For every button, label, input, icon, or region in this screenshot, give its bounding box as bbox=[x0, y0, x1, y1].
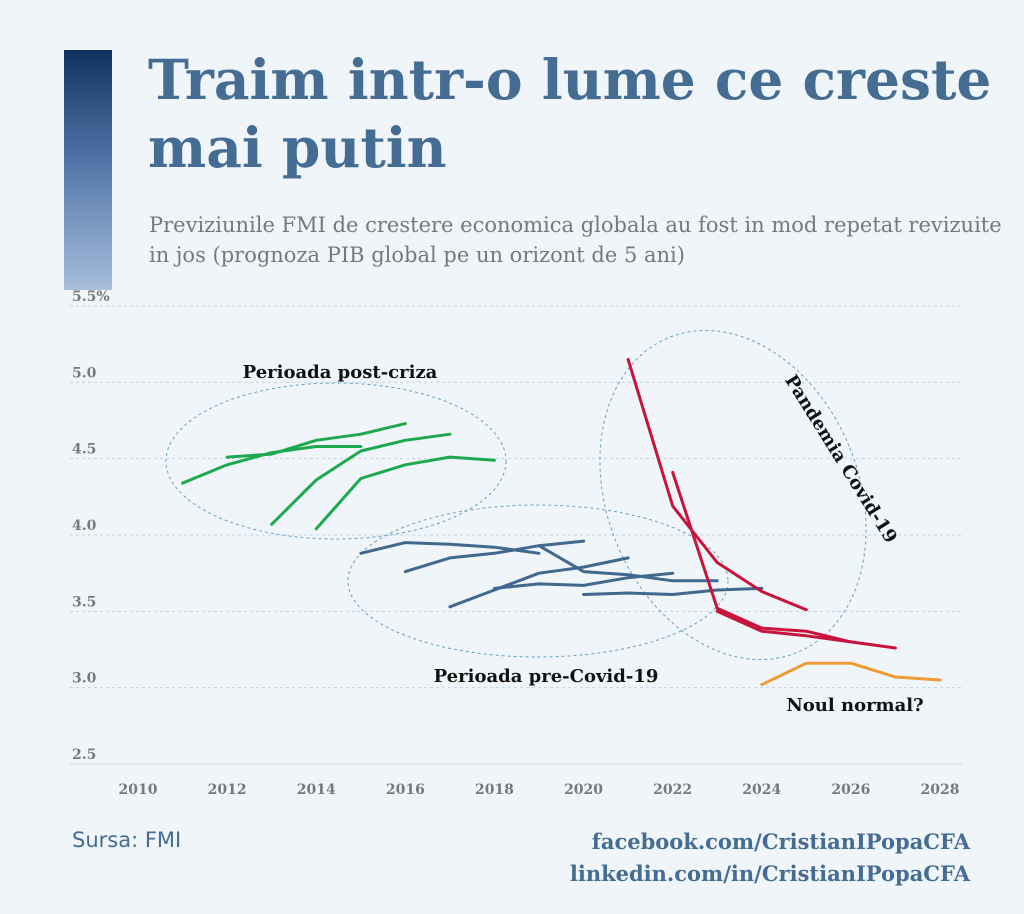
group-ellipses bbox=[165, 329, 867, 661]
x-tick-label: 2012 bbox=[208, 782, 247, 798]
series-line-covid bbox=[715, 609, 897, 650]
x-tick-label: 2014 bbox=[297, 782, 336, 798]
y-tick-label: 5.5% bbox=[72, 289, 110, 305]
x-axis: 2010 2012 2014 2016 2018 2020 2022 2024 2026 2028 bbox=[119, 782, 960, 798]
y-tick-label: 3.5 bbox=[72, 594, 96, 610]
annotation-noul-normal: Noul normal? bbox=[786, 695, 923, 716]
y-axis: 2.5 3.0 3.5 4.0 4.5 5.0 5.5% bbox=[72, 289, 110, 763]
social-links: facebook.com/CristianIPopaCFA linkedin.c… bbox=[570, 826, 970, 890]
y-tick-label: 3.0 bbox=[72, 671, 97, 687]
series-line-pre-covid bbox=[537, 544, 719, 583]
y-tick-label: 4.5 bbox=[72, 442, 96, 458]
series-line-post-criza bbox=[270, 432, 452, 526]
facebook-link[interactable]: facebook.com/CristianIPopaCFA bbox=[591, 829, 970, 854]
x-tick-label: 2024 bbox=[742, 782, 781, 798]
page-subtitle: Previziunile FMI de crestere economica g… bbox=[149, 213, 1002, 267]
covid-ellipse bbox=[599, 329, 867, 661]
y-tick-label: 5.0 bbox=[72, 365, 97, 381]
x-tick-label: 2022 bbox=[653, 782, 692, 798]
title-accent-bar bbox=[64, 50, 112, 290]
page-title: Traim intr-o lume ce creste mai putin bbox=[148, 47, 992, 180]
series-line-post-criza bbox=[181, 445, 363, 485]
linkedin-link[interactable]: linkedin.com/in/CristianIPopaCFA bbox=[569, 861, 970, 886]
annotation-post-criza: Perioada post-criza bbox=[243, 362, 438, 383]
series-line-pre-covid bbox=[403, 539, 586, 574]
pre-covid-ellipse bbox=[347, 504, 729, 658]
x-tick-label: 2016 bbox=[386, 782, 425, 798]
series-line-post-criza bbox=[314, 455, 496, 531]
series-line-noul-normal bbox=[760, 661, 942, 687]
series-line-covid bbox=[671, 470, 853, 644]
x-tick-label: 2028 bbox=[921, 782, 960, 798]
annotation-pre-covid: Perioada pre-Covid-19 bbox=[434, 666, 659, 687]
y-tick-label: 4.0 bbox=[72, 518, 97, 534]
x-tick-label: 2018 bbox=[475, 782, 514, 798]
series-line-pre-covid bbox=[359, 541, 541, 555]
chart-series bbox=[181, 357, 942, 687]
chart-grid bbox=[70, 305, 962, 765]
series-line-pre-covid bbox=[448, 556, 630, 609]
series-line-post-criza bbox=[225, 422, 407, 459]
x-tick-label: 2020 bbox=[564, 782, 603, 798]
post-criza-ellipse bbox=[165, 382, 507, 540]
y-tick-label: 2.5 bbox=[72, 747, 96, 763]
source-note: Sursa: FMI bbox=[72, 828, 182, 852]
series-line-pre-covid bbox=[582, 586, 764, 596]
series-line-covid bbox=[626, 357, 808, 612]
x-tick-label: 2010 bbox=[119, 782, 158, 798]
x-tick-label: 2026 bbox=[831, 782, 870, 798]
